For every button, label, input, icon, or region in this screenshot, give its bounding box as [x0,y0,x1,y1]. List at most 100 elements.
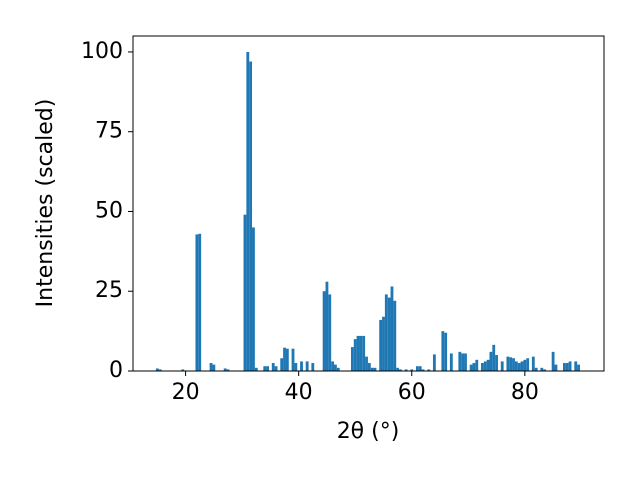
bar [291,348,295,371]
x-tick-label: 20 [172,380,200,405]
bar [486,359,490,371]
bar [243,214,247,371]
bar [475,359,479,371]
bar [565,363,569,371]
bar [370,367,374,371]
bar [266,366,269,371]
x-tick-label: 60 [398,380,426,405]
bar [254,367,258,371]
x-tick-label: 40 [285,380,313,405]
bar [464,353,467,371]
bar [444,332,448,371]
bar [410,369,414,371]
bar [421,369,425,371]
bar [280,358,284,371]
bar [506,356,510,371]
bar [449,353,453,371]
bar [336,367,340,371]
bar [271,363,275,371]
bar [331,361,335,371]
x-axis-label: 2θ (°) [337,419,400,444]
bar [458,351,462,371]
bar [540,367,544,371]
bar [390,286,394,371]
bar [495,355,498,371]
bar [246,51,250,371]
bar [328,294,332,371]
bar [563,363,566,371]
bar [209,363,213,371]
bar [300,361,303,371]
bar [263,366,267,371]
bar [483,361,487,371]
bar [415,366,419,371]
bar [509,357,513,371]
bar [382,316,385,371]
bar [223,368,227,371]
y-tick-label: 75 [95,119,123,144]
bar [158,369,162,371]
x-tick-label: 80 [511,380,539,405]
bar [523,359,527,371]
bar [252,227,255,371]
bar [418,366,422,371]
bar [489,351,493,371]
bar [526,358,530,371]
bar [274,366,278,371]
bar [396,367,400,371]
bar [294,363,298,371]
y-axis-label: Intensities (scaled) [33,99,58,308]
bar [551,351,555,371]
bar [325,281,329,371]
bar [373,367,377,371]
bar [362,335,366,371]
bar [514,361,518,371]
bar [322,291,326,371]
bar [367,363,371,371]
bar [481,363,484,371]
bar [441,331,445,371]
bar [577,364,580,371]
bar [393,300,397,371]
bar [461,353,465,371]
bar [534,367,538,371]
bar [359,335,363,371]
bar [226,369,230,371]
bar [520,361,524,371]
bar [379,319,383,371]
bar [554,364,558,371]
y-tick-label: 50 [95,198,123,223]
bar [492,344,496,371]
bar [249,61,253,372]
bar [404,369,408,371]
bar [384,294,388,371]
bar [353,339,357,371]
bar [432,354,436,371]
bar [334,364,337,371]
bar [305,361,309,371]
bar [399,369,402,371]
plot-frame [132,35,605,372]
y-tick-label: 100 [81,39,123,64]
bar [472,363,476,371]
bar [469,364,473,371]
bar [195,234,199,371]
bar [531,356,535,371]
bar [283,347,286,371]
bar [350,347,354,371]
bar [181,369,185,371]
y-tick-label: 0 [109,358,123,383]
bar [568,361,572,371]
bar [517,363,521,371]
bar [427,369,431,371]
bar [155,368,159,371]
bar [500,361,504,371]
bar [543,369,547,371]
bar [387,297,391,371]
bar [356,335,360,371]
bar [512,358,515,371]
y-tick-label: 25 [95,278,123,303]
bar [311,363,315,371]
bar [285,348,289,371]
